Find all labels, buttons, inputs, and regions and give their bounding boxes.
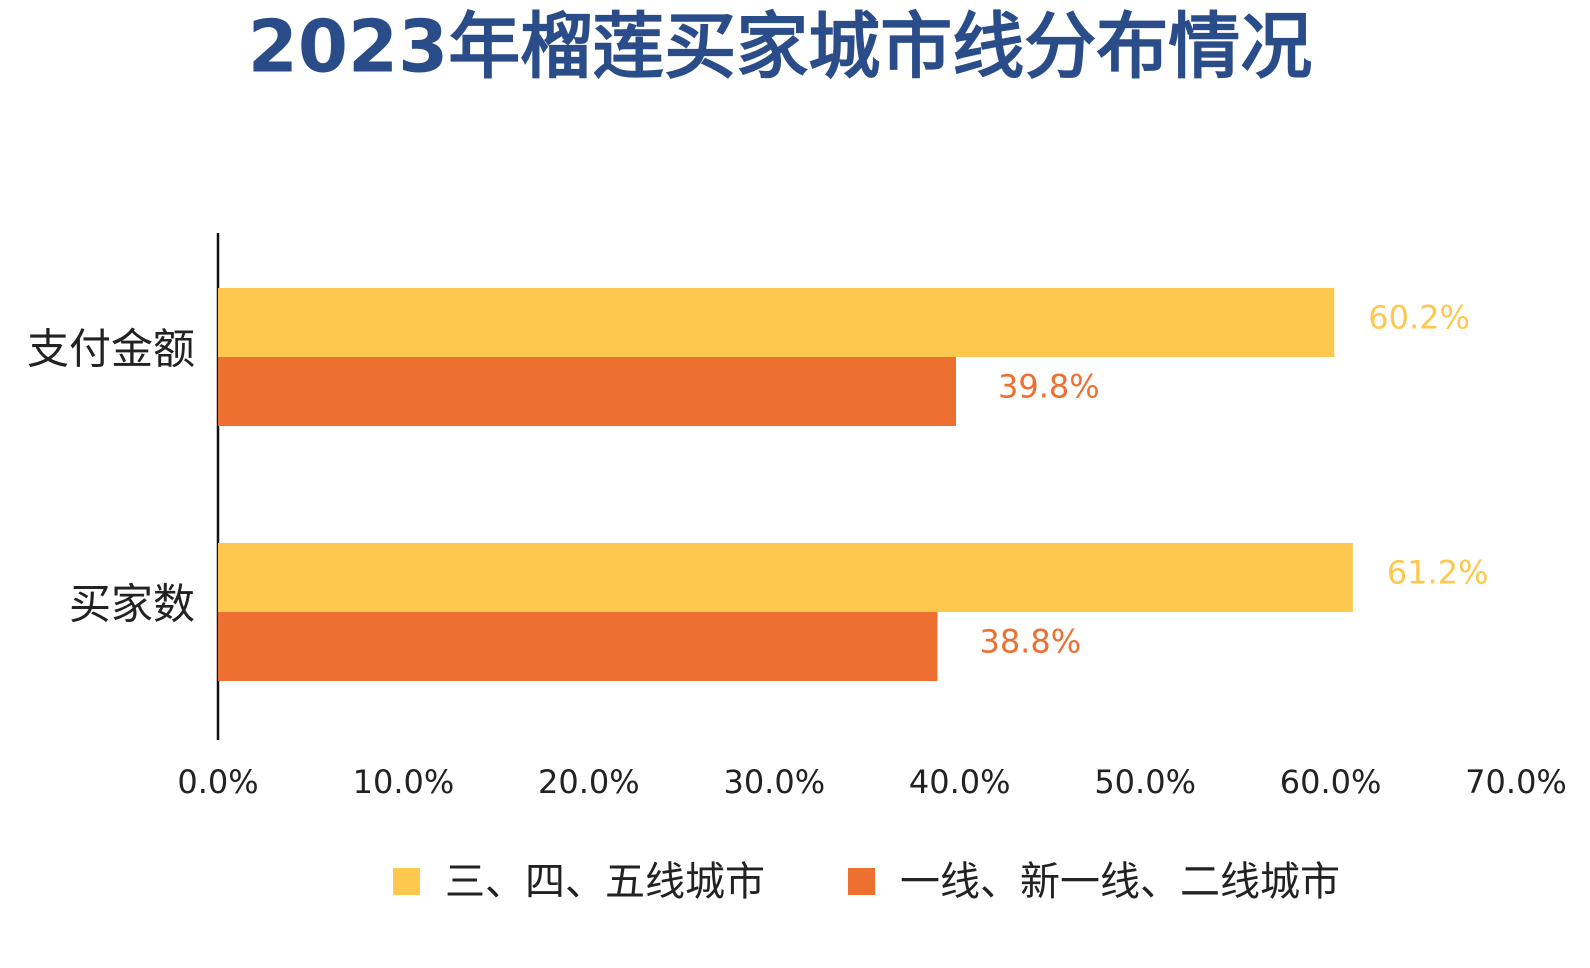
y-tick-label: 买家数 [69,580,195,629]
value-label: 39.8% [998,368,1100,406]
bar [218,612,938,681]
legend-label: 一线、新一线、二线城市 [900,859,1340,905]
x-tick-label: 10.0% [353,763,455,801]
legend-label: 三、四、五线城市 [445,859,765,905]
x-tick-label: 30.0% [723,763,825,801]
value-label: 38.8% [979,623,1081,661]
value-label: 60.2% [1368,299,1470,337]
legend-swatch [393,868,420,895]
bar [218,357,957,426]
x-tick-label: 60.0% [1280,763,1382,801]
y-tick-label: 支付金额 [27,325,195,374]
x-tick-label: 50.0% [1094,763,1196,801]
x-tick-label: 20.0% [538,763,640,801]
chart-title: 2023年榴莲买家城市线分布情况 [248,5,1312,89]
legend-swatch [848,868,875,895]
x-tick-label: 40.0% [909,763,1011,801]
x-tick-label: 0.0% [177,763,258,801]
x-tick-label: 70.0% [1465,763,1567,801]
bar [218,288,1335,357]
value-label: 61.2% [1387,554,1489,592]
bar [218,543,1353,612]
